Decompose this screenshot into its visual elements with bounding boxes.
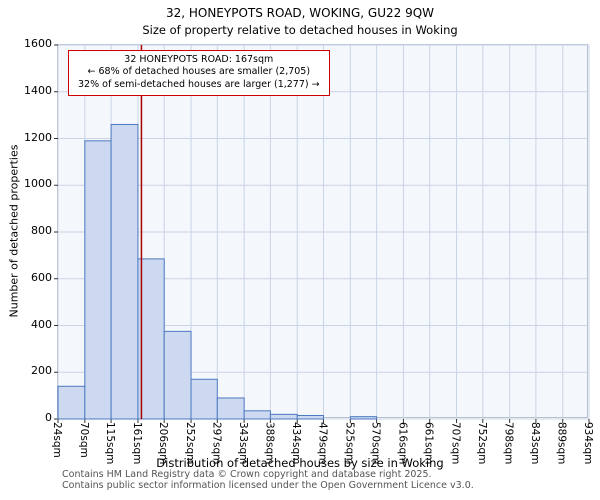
- x-tick-label: 161sqm: [130, 422, 143, 465]
- x-tick-label: 434sqm: [290, 422, 303, 465]
- x-tick-label: 752sqm: [475, 422, 488, 465]
- y-tick-label: 600: [31, 270, 52, 284]
- plot-area: [54, 44, 590, 423]
- chart-title: 32, HONEYPOTS ROAD, WOKING, GU22 9QW: [165, 6, 435, 20]
- histogram-bar: [349, 416, 378, 420]
- histogram-bar: [243, 410, 271, 420]
- histogram-bar: [269, 413, 298, 420]
- x-axis-label: Distribution of detached houses by size …: [156, 456, 444, 470]
- footer-line-2: Contains public sector information licen…: [62, 480, 474, 491]
- histogram-bar: [137, 258, 165, 420]
- histogram-bar: [110, 123, 139, 420]
- histogram-bar: [163, 330, 192, 420]
- x-tick-label: 115sqm: [104, 422, 117, 465]
- y-tick-label: 200: [31, 364, 52, 378]
- histogram-bar: [190, 378, 218, 420]
- histogram-bar: [216, 397, 245, 420]
- x-tick-label: 934sqm: [582, 422, 594, 465]
- plot-svg: [54, 44, 590, 423]
- x-tick-label: 297sqm: [210, 422, 223, 465]
- footer-line-1: Contains HM Land Registry data © Crown c…: [62, 469, 432, 480]
- chart-subtitle: Size of property relative to detached ho…: [142, 23, 458, 37]
- x-tick-label: 525sqm: [343, 422, 356, 465]
- y-tick-label: 1400: [24, 83, 52, 97]
- y-tick-label: 0: [45, 411, 52, 424]
- x-tick-label: 388sqm: [263, 422, 276, 465]
- y-tick-label: 400: [31, 317, 52, 331]
- x-tick-label: 798sqm: [502, 422, 515, 465]
- x-tick-label: 889sqm: [555, 422, 568, 465]
- y-tick-label: 800: [31, 224, 52, 237]
- annotation-box: 32 HONEYPOTS ROAD: 167sqm ← 68% of detac…: [68, 50, 330, 97]
- y-tick-label: 1000: [24, 177, 52, 191]
- annotation-line-3: 32% of semi-detached houses are larger (…: [78, 78, 320, 90]
- histogram-bar: [57, 385, 86, 420]
- x-tick-label: 70sqm: [77, 422, 90, 458]
- x-tick-label: 206sqm: [157, 422, 170, 465]
- x-tick-label: 343sqm: [237, 422, 250, 465]
- x-tick-label: 843sqm: [528, 422, 541, 465]
- x-tick-label: 24sqm: [51, 422, 63, 458]
- histogram-bar: [84, 140, 112, 420]
- x-tick-label: 252sqm: [184, 422, 197, 465]
- x-tick-label: 570sqm: [369, 422, 382, 465]
- x-tick-label: 661sqm: [422, 422, 435, 465]
- x-tick-label: 707sqm: [449, 422, 462, 465]
- y-tick-label: 1600: [24, 37, 52, 50]
- histogram-bar: [296, 414, 325, 420]
- x-tick-label: 479sqm: [316, 422, 329, 465]
- x-tick-label: 616sqm: [396, 422, 409, 465]
- y-tick-label: 1200: [24, 130, 52, 144]
- annotation-line-1: 32 HONEYPOTS ROAD: 167sqm: [124, 54, 274, 65]
- annotation-line-2: ← 68% of detached houses are smaller (2,…: [87, 66, 311, 78]
